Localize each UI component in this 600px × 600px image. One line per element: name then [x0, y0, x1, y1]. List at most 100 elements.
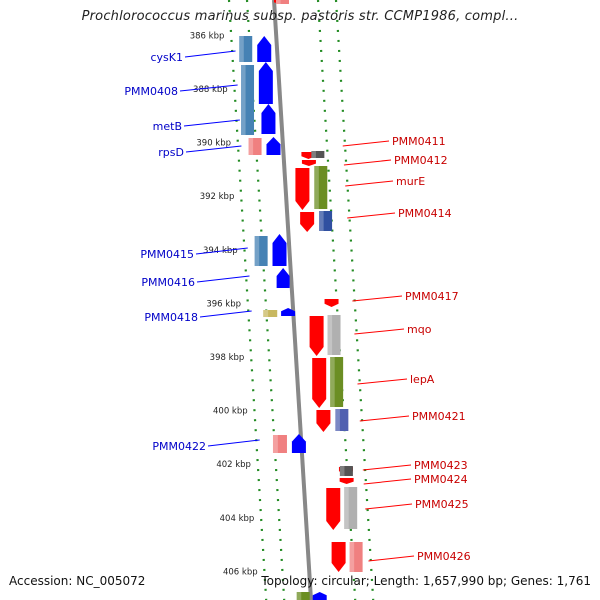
reverse-gene-arrow: [316, 410, 331, 432]
cog-block-shine: [319, 211, 324, 231]
cog-block: [248, 138, 262, 155]
gene-leader-line: [184, 50, 236, 58]
frame-line: [227, 0, 268, 600]
kbp-tick-label: 386 kbp: [190, 31, 225, 41]
cog-block-shine: [296, 592, 302, 600]
cog-block: [327, 315, 341, 355]
gene-label: PMM0424: [414, 473, 468, 486]
genome-title: Prochlorococcus marinus subsp. pastoris …: [81, 9, 519, 24]
cog-block-shine: [339, 466, 345, 476]
gene-leader-line: [352, 295, 403, 302]
cog-block-shine: [239, 36, 244, 62]
gene-leader-line: [363, 478, 412, 485]
accession-text: Accession: NC_005072: [9, 574, 146, 588]
cog-block: [349, 542, 363, 572]
gene-label: PMM0422: [152, 440, 206, 453]
topology-text: Topology: circular; Length: 1,657,990 bp…: [261, 574, 591, 588]
reverse-gene-arrow: [300, 212, 315, 232]
forward-gene-arrow: [258, 62, 273, 104]
gene-leader-line: [195, 247, 248, 255]
gene-leader-line: [362, 464, 412, 471]
kbp-tick-label: 402 kbp: [216, 460, 251, 470]
forward-gene-arrow: [291, 434, 306, 453]
gene-leader-line: [199, 310, 252, 318]
gene-leader-line: [347, 212, 396, 219]
frame-line: [334, 0, 375, 600]
cog-block: [239, 36, 253, 62]
gene-leader-line: [183, 119, 240, 127]
forward-gene-arrow: [266, 137, 281, 155]
gene-leader-line: [185, 145, 242, 153]
cog-block: [272, 435, 287, 453]
cog-block-shine: [349, 542, 355, 572]
gene-features: [239, 0, 363, 600]
forward-gene-arrow: [261, 104, 276, 134]
gene-label: murE: [396, 175, 425, 188]
cog-block: [254, 236, 268, 266]
cog-block-shine: [248, 138, 254, 155]
cog-block: [330, 357, 344, 407]
reverse-gene-arrow: [295, 168, 310, 210]
kbp-tick-label: 396 kbp: [206, 299, 241, 309]
gene-label: PMM0415: [140, 248, 194, 261]
cog-block: [319, 211, 333, 231]
cog-block-shine: [335, 409, 340, 431]
cog-block-shine: [344, 487, 349, 529]
kbp-tick-label: 390 kbp: [196, 139, 231, 149]
gene-leader-line: [343, 159, 392, 166]
forward-gene-arrow: [276, 268, 290, 288]
gene-leader-line: [196, 275, 250, 283]
kbp-tick-label: 392 kbp: [200, 192, 235, 202]
gene-leader-line: [359, 415, 410, 422]
gene-label: PMM0425: [415, 498, 469, 511]
cog-block: [311, 151, 325, 158]
kbp-tick-label: 400 kbp: [213, 407, 248, 417]
cog-block: [344, 487, 358, 529]
gene-label: PMM0411: [392, 135, 446, 148]
gene-label: mqo: [407, 323, 432, 336]
cog-block: [314, 166, 328, 209]
reverse-gene-arrow: [339, 478, 354, 484]
reverse-gene-arrow: [331, 542, 346, 572]
cog-block-shine: [254, 236, 260, 266]
cog-block: [276, 0, 289, 4]
gene-leader-line: [354, 328, 405, 335]
genome-backbone: [272, 0, 313, 600]
gene-label: lepA: [410, 373, 435, 386]
cog-block: [263, 310, 278, 317]
reverse-gene-arrow: [326, 488, 341, 530]
gene-leader-line: [365, 503, 413, 510]
gene-label: PMM0416: [141, 276, 195, 289]
cog-block: [241, 65, 255, 135]
gene-label: PMM0426: [417, 550, 471, 563]
gene-leader-line: [368, 555, 415, 562]
cog-block-shine: [330, 357, 335, 407]
gene-label: PMM0421: [412, 410, 466, 423]
gene-label: PMM0412: [394, 154, 448, 167]
cog-block-shine: [311, 151, 316, 158]
cog-block-shine: [272, 435, 278, 453]
kbp-tick-label: 398 kbp: [210, 353, 245, 363]
gene-label: PMM0414: [398, 207, 452, 220]
kbp-tick-label: 388 kbp: [193, 85, 228, 95]
gene-label: PMM0408: [124, 85, 178, 98]
cog-block-shine: [263, 310, 269, 317]
gene-leader-line: [207, 439, 260, 447]
gene-label: PMM0423: [414, 459, 468, 472]
gene-label: PMM0417: [405, 290, 459, 303]
gene-leader-line: [179, 84, 238, 92]
reverse-gene-arrow: [309, 316, 324, 356]
cog-block-shine: [276, 0, 281, 4]
gene-leader-line: [345, 180, 394, 187]
cog-block-shine: [314, 166, 319, 209]
cog-block-shine: [327, 315, 333, 355]
gene-label: metB: [153, 120, 182, 133]
forward-gene-arrow: [272, 234, 287, 266]
backbone-line: [272, 0, 313, 600]
kbp-tick-label: 404 kbp: [220, 514, 255, 524]
cog-block-shine: [241, 65, 246, 135]
cog-block: [296, 592, 310, 600]
gene-leader-line: [342, 140, 390, 147]
kbp-tick-label: 406 kbp: [223, 567, 258, 577]
